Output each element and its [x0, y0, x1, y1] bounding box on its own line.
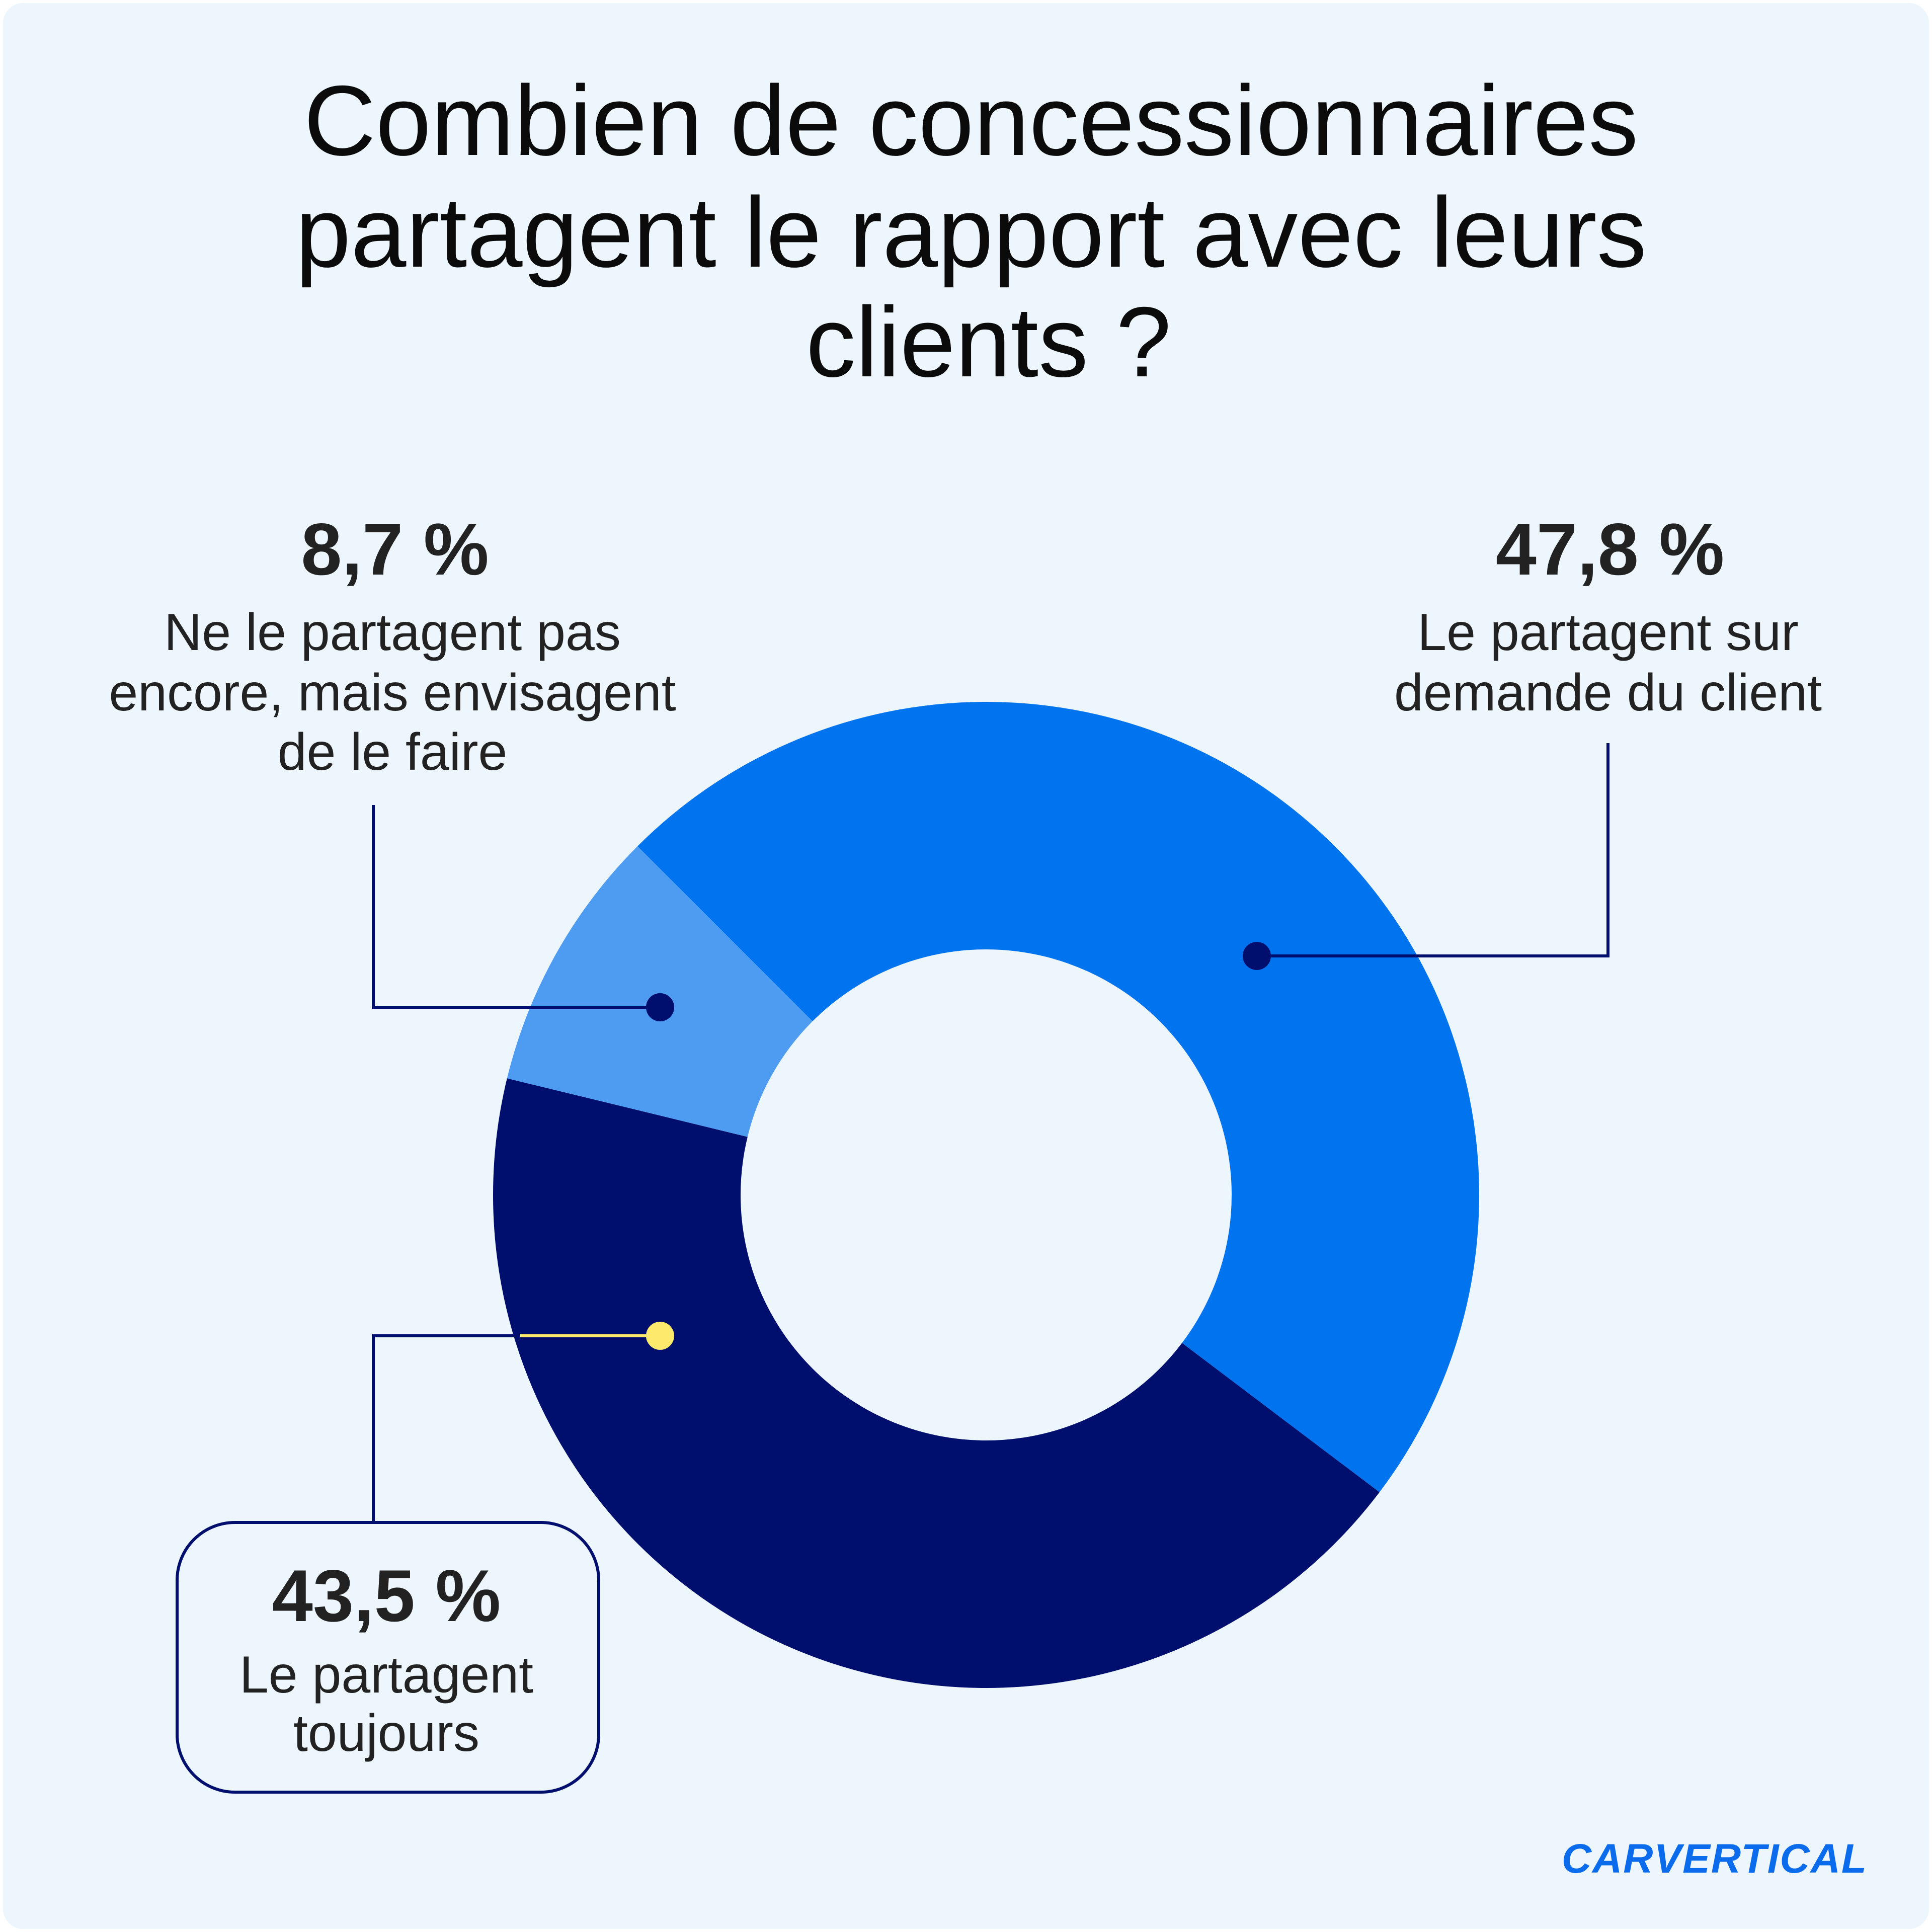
label-envisagent: 8,7 % Ne le partagent pas encore, mais e… [109, 508, 676, 781]
leader-dot-sur-demande [1243, 942, 1271, 970]
value-label-sur-demande: 47,8 % [1496, 508, 1725, 590]
label-box-toujours [176, 1521, 600, 1794]
category-label-toujours-line-1: Le partagent [239, 1646, 533, 1704]
leader-dot-toujours [646, 1322, 674, 1350]
slice-envisagent [507, 846, 813, 1137]
slice-sur-demande [637, 702, 1479, 1492]
chart-title-line-3: clients ? [806, 286, 1171, 397]
chart-title-line-1: Combien de concessionnaires [304, 65, 1639, 176]
label-toujours: 43,5 % Le partagent toujours [176, 1521, 600, 1794]
brand-logo: CARVERTICAL [1562, 1836, 1868, 1882]
category-label-envisagent-line-1: Ne le partagent pas [164, 603, 621, 662]
slice-toujours [493, 1078, 1380, 1688]
chart-title-line-2: partagent le rapport avec leurs [295, 177, 1647, 288]
category-label-toujours-line-2: toujours [293, 1704, 479, 1762]
donut-chart: Combien de concessionnaires partagent le… [109, 65, 1868, 1882]
infographic-card: Combien de concessionnaires partagent le… [3, 3, 1929, 1929]
leader-dot-envisagent [646, 993, 674, 1021]
leader-lines [372, 743, 1609, 1522]
leader-line-sur-demande [1257, 743, 1609, 957]
label-sur-demande: 47,8 % Le partagent sur demande du clien… [1394, 508, 1822, 722]
category-label-sur-demande-line-1: Le partagent sur [1417, 603, 1798, 662]
category-label-envisagent-line-3: de le faire [278, 723, 508, 781]
leader-line-toujours-outer [372, 1334, 520, 1522]
donut-slices [493, 702, 1479, 1688]
value-label-envisagent: 8,7 % [301, 508, 489, 590]
leader-line-envisagent [372, 805, 660, 1009]
chart-title: Combien de concessionnaires partagent le… [295, 65, 1647, 397]
category-label-sur-demande-line-2: demande du client [1394, 664, 1822, 722]
value-label-toujours: 43,5 % [272, 1555, 501, 1637]
category-label-envisagent-line-2: encore, mais envisagent [109, 664, 676, 722]
